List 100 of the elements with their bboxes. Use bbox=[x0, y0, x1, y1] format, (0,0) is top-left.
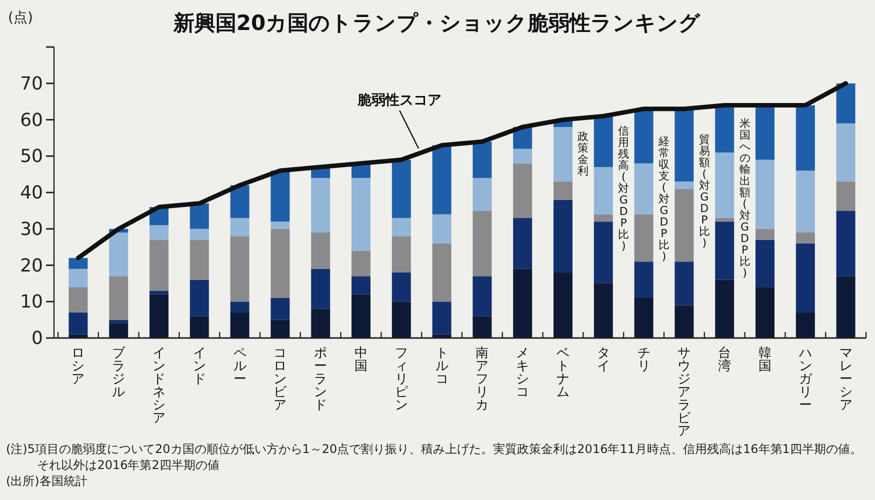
x-tick-label: インド bbox=[192, 346, 206, 387]
bar bbox=[190, 203, 209, 229]
bar bbox=[513, 218, 532, 269]
bar bbox=[472, 142, 492, 178]
x-tick-label: サウジアラビア bbox=[678, 346, 692, 439]
x-tick-label: マレーシア bbox=[839, 346, 852, 413]
x-tick-label: ロシア bbox=[72, 346, 85, 387]
bar bbox=[352, 294, 370, 338]
bar bbox=[634, 163, 654, 214]
bar bbox=[796, 232, 815, 244]
bar bbox=[715, 152, 734, 218]
bar bbox=[836, 210, 856, 276]
bar bbox=[352, 250, 370, 276]
bar bbox=[796, 243, 815, 313]
bar bbox=[756, 160, 774, 229]
bar bbox=[352, 178, 370, 251]
bar bbox=[230, 236, 250, 302]
bar bbox=[836, 182, 856, 211]
bar bbox=[594, 222, 613, 284]
bar bbox=[513, 268, 532, 338]
x-tick-label: ハンガリー bbox=[798, 346, 813, 413]
x-tick-label: ポーランド bbox=[314, 346, 328, 413]
bar bbox=[352, 276, 370, 294]
bar bbox=[311, 308, 330, 338]
bar bbox=[150, 294, 168, 338]
x-tick-label: 南アフリカ bbox=[476, 346, 489, 413]
x-tick-label: タイ bbox=[596, 346, 610, 374]
text: 経常収支(対GDP比) bbox=[658, 134, 670, 263]
bar bbox=[674, 305, 694, 338]
bar bbox=[554, 272, 572, 338]
bar bbox=[270, 170, 290, 222]
bar bbox=[472, 316, 492, 338]
x-tick-label: 台湾 bbox=[718, 346, 732, 374]
y-tick-label: 10 bbox=[20, 292, 43, 313]
bar bbox=[796, 170, 815, 233]
bar bbox=[594, 116, 613, 168]
y-tick-label: 50 bbox=[20, 146, 43, 168]
bar bbox=[756, 240, 774, 288]
x-tick-label: ベトナム bbox=[556, 346, 570, 400]
bar bbox=[392, 160, 411, 218]
bar bbox=[715, 218, 734, 222]
bar bbox=[472, 178, 492, 211]
chart-title: 新興国20カ国のトランプ・ショック脆弱性ランキング bbox=[172, 11, 701, 35]
bar bbox=[836, 83, 856, 124]
bar bbox=[230, 302, 250, 313]
bar bbox=[109, 323, 128, 338]
text: 米国への輸出額(対GDP比) bbox=[739, 117, 750, 280]
bar bbox=[150, 290, 168, 294]
bar bbox=[432, 214, 452, 244]
bar bbox=[109, 232, 128, 276]
bar bbox=[634, 214, 654, 262]
text: 貿易額(対GDP比) bbox=[698, 133, 710, 250]
bar bbox=[432, 302, 452, 334]
bar bbox=[392, 236, 411, 273]
y-axis-title: (点) bbox=[8, 10, 33, 26]
y-tick-label: 0 bbox=[32, 328, 43, 349]
bar bbox=[674, 262, 694, 306]
bar bbox=[836, 276, 856, 338]
x-tick-label: チリ bbox=[637, 346, 650, 374]
y-tick-label: 70 bbox=[20, 73, 43, 94]
x-tick-label: インドネシア bbox=[152, 346, 166, 426]
bar bbox=[432, 243, 452, 302]
bar bbox=[68, 312, 88, 334]
bar bbox=[674, 182, 694, 189]
bar bbox=[634, 262, 654, 298]
bar bbox=[311, 232, 330, 269]
x-tick-label: コロンビア bbox=[274, 346, 288, 413]
text: 信用残高(対GDP比) bbox=[618, 124, 630, 252]
series-label: 政策金利 bbox=[578, 130, 589, 178]
bar bbox=[270, 228, 290, 298]
y-tick-label: 30 bbox=[20, 218, 43, 240]
bar bbox=[594, 214, 613, 222]
x-tick-label: フィリピン bbox=[394, 346, 408, 413]
bar bbox=[190, 316, 209, 338]
bar bbox=[756, 287, 774, 338]
bar bbox=[311, 178, 330, 233]
bar bbox=[190, 228, 209, 240]
bar bbox=[715, 222, 734, 280]
bar bbox=[392, 302, 411, 338]
y-tick-label: 60 bbox=[20, 110, 43, 131]
bar bbox=[674, 108, 694, 182]
text: (注)5項目の脆弱度について20カ国の順位が低い方から1～20点で割り振り、積み上げた。実質政策金利は2016年11月時点、信用残高は16年第1四半期の値。それ以外は2016年第2四半期の値 bbox=[6, 441, 863, 473]
bar bbox=[190, 240, 209, 280]
bar bbox=[836, 123, 856, 182]
bar bbox=[150, 225, 168, 240]
x-tick-label: トルコ bbox=[435, 346, 448, 387]
bar bbox=[68, 268, 88, 288]
bar bbox=[230, 312, 250, 338]
bar bbox=[109, 320, 128, 324]
bar bbox=[230, 218, 250, 236]
bar bbox=[150, 240, 168, 291]
bar bbox=[472, 210, 492, 276]
bar bbox=[715, 280, 734, 338]
text: 脆弱性スコア bbox=[356, 92, 442, 108]
bar bbox=[270, 222, 290, 229]
bar bbox=[311, 268, 330, 309]
bar bbox=[190, 280, 209, 316]
bar bbox=[270, 298, 290, 320]
bar bbox=[230, 185, 250, 218]
text: (出所)各国統計 bbox=[6, 473, 88, 489]
